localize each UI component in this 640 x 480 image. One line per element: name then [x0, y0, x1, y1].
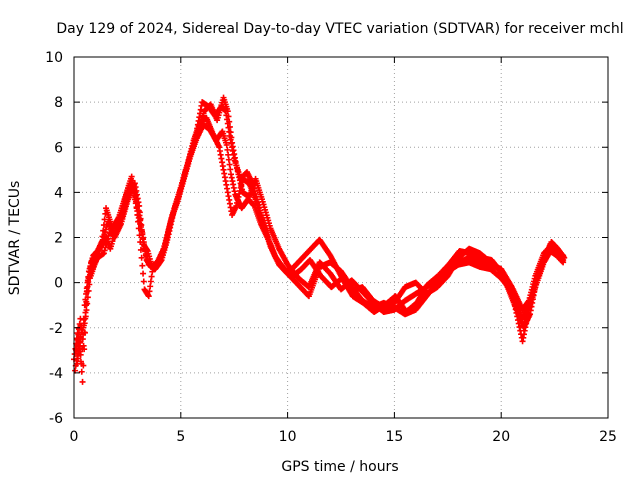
y-tick-label: 6	[54, 140, 63, 156]
data-point	[82, 309, 89, 316]
data-point	[74, 360, 81, 367]
data-point	[140, 270, 147, 277]
chart-title: Day 129 of 2024, Sidereal Day-to-day VTE…	[56, 21, 623, 37]
data-point	[560, 259, 567, 266]
data-point	[74, 336, 81, 343]
series-day1	[71, 114, 567, 367]
axis-ticks: 0 5 10 15 20 25 -6 -4 -2 0 2 4 6 8 10	[45, 50, 617, 445]
y-axis-label: SDTVAR / TECUs	[7, 181, 23, 296]
x-tick-label: 20	[492, 429, 510, 445]
y-tick-label: 4	[54, 185, 63, 201]
x-axis-label: GPS time / hours	[281, 459, 398, 475]
data-point	[77, 358, 84, 365]
data-point	[80, 362, 87, 369]
data-point	[137, 246, 144, 253]
series-day4	[74, 121, 568, 367]
y-tick-label: -4	[49, 366, 63, 382]
data-point	[84, 288, 91, 295]
data-point	[75, 331, 82, 338]
data-point	[137, 215, 144, 222]
data-point	[79, 378, 86, 385]
data-point	[83, 298, 90, 305]
data-point	[136, 209, 143, 216]
data-points	[71, 94, 568, 385]
series-day3	[73, 99, 567, 354]
x-tick-label: 10	[279, 429, 297, 445]
data-point	[73, 342, 80, 349]
y-tick-label: -2	[49, 321, 63, 337]
data-point	[140, 278, 147, 285]
data-point	[77, 334, 84, 341]
data-point	[76, 345, 83, 352]
data-point	[139, 262, 146, 269]
data-point	[138, 228, 145, 235]
y-tick-label: 10	[45, 50, 63, 66]
data-point	[75, 350, 82, 357]
data-point	[561, 254, 568, 261]
x-tick-label: 25	[599, 429, 617, 445]
data-point	[80, 342, 87, 349]
grid	[74, 57, 608, 418]
x-tick-label: 0	[70, 429, 79, 445]
data-point	[136, 202, 143, 209]
y-tick-label: 8	[54, 95, 63, 111]
data-point	[77, 339, 84, 346]
y-tick-label: -6	[49, 411, 63, 427]
data-point	[81, 320, 88, 327]
x-tick-label: 5	[176, 429, 185, 445]
data-point	[74, 355, 81, 362]
y-tick-label: 0	[54, 276, 63, 292]
data-point	[139, 234, 146, 241]
x-tick-label: 15	[385, 429, 403, 445]
data-point	[78, 368, 85, 375]
data-point	[138, 254, 145, 261]
data-point	[84, 294, 91, 301]
data-point	[138, 222, 145, 229]
y-tick-label: 2	[54, 231, 63, 247]
